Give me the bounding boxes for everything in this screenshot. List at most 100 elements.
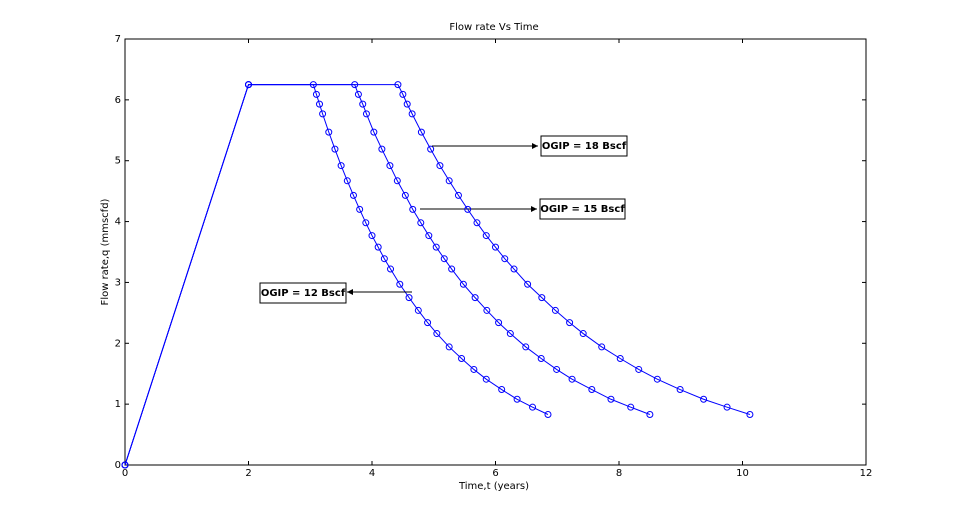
annotation: OGIP = 18 Bscf xyxy=(542,141,627,152)
point-marker xyxy=(700,395,708,403)
point-marker xyxy=(566,319,574,327)
point-marker xyxy=(498,386,506,394)
point-marker xyxy=(325,128,333,136)
point-marker xyxy=(568,375,576,383)
annotation: OGIP = 15 Bscf xyxy=(540,204,625,215)
point-marker xyxy=(579,330,587,338)
point-marker xyxy=(635,365,643,373)
annotation-box xyxy=(259,282,347,304)
point-marker xyxy=(403,100,411,108)
point-marker xyxy=(538,294,546,302)
x-tick-label: 6 xyxy=(492,468,498,479)
point-marker xyxy=(356,205,364,213)
annotation-box xyxy=(539,198,626,220)
point-marker xyxy=(598,343,606,351)
y-tick-label: 6 xyxy=(115,95,121,106)
point-marker xyxy=(409,205,417,213)
y-tick-label: 5 xyxy=(115,156,121,167)
point-marker xyxy=(343,177,351,185)
point-marker xyxy=(506,330,514,338)
point-marker xyxy=(553,365,561,373)
point-marker xyxy=(394,81,402,89)
point-marker xyxy=(331,145,339,153)
point-marker xyxy=(337,162,345,170)
point-marker xyxy=(374,243,382,251)
point-marker xyxy=(482,232,490,240)
point-marker xyxy=(510,265,518,273)
point-marker xyxy=(378,145,386,153)
point-marker xyxy=(401,191,409,199)
point-marker xyxy=(616,355,624,362)
point-marker xyxy=(458,355,466,362)
y-tick-label: 4 xyxy=(115,217,121,228)
y-tick-label: 0 xyxy=(115,460,121,471)
point-marker xyxy=(433,330,441,338)
x-tick-label: 2 xyxy=(245,468,251,479)
x-axis-label: Time,t (years) xyxy=(458,481,529,492)
point-marker xyxy=(454,191,462,199)
point-marker xyxy=(380,255,388,263)
x-tick-label: 10 xyxy=(736,468,749,479)
point-marker xyxy=(414,306,422,314)
point-marker xyxy=(445,177,453,185)
point-marker xyxy=(417,128,425,136)
point-marker xyxy=(368,232,376,240)
point-marker xyxy=(495,319,503,327)
point-marker xyxy=(537,355,545,362)
point-marker xyxy=(424,319,432,327)
point-marker xyxy=(370,128,378,136)
y-tick-label: 3 xyxy=(115,277,121,288)
point-marker xyxy=(354,90,362,98)
point-marker xyxy=(362,110,370,118)
point-marker xyxy=(544,410,552,418)
y-tick-label: 7 xyxy=(115,34,121,45)
point-marker xyxy=(653,375,661,383)
point-marker xyxy=(387,265,395,273)
point-marker xyxy=(432,243,440,251)
point-marker xyxy=(349,191,357,199)
point-marker xyxy=(427,145,435,153)
point-marker xyxy=(417,219,425,227)
point-marker xyxy=(524,280,532,288)
chart-title: Flow rate Vs Time xyxy=(449,22,538,33)
x-tick-label: 0 xyxy=(122,468,128,479)
series-line xyxy=(124,84,549,466)
point-marker xyxy=(607,395,615,403)
point-marker xyxy=(245,81,252,89)
y-axis-label: Flow rate,q (mmscfd) xyxy=(100,198,111,305)
point-marker xyxy=(448,265,456,273)
point-marker xyxy=(399,90,407,98)
point-marker xyxy=(513,395,521,403)
point-marker xyxy=(522,343,530,351)
point-marker xyxy=(676,386,684,394)
point-marker xyxy=(483,306,491,314)
point-marker xyxy=(362,219,370,227)
point-marker xyxy=(436,162,444,170)
point-marker xyxy=(386,162,394,170)
annotation: OGIP = 12 Bscf xyxy=(261,288,346,299)
point-marker xyxy=(440,255,448,263)
x-tick-label: 4 xyxy=(369,468,375,479)
annotation-box xyxy=(540,135,628,157)
point-marker xyxy=(482,375,490,383)
point-marker xyxy=(121,461,129,469)
point-marker xyxy=(588,386,596,394)
point-marker xyxy=(646,410,654,418)
point-marker xyxy=(492,243,499,251)
point-marker xyxy=(405,294,413,302)
point-marker xyxy=(319,110,327,118)
point-marker xyxy=(723,403,731,411)
point-marker xyxy=(459,280,467,288)
point-marker xyxy=(359,100,367,108)
point-marker xyxy=(746,410,754,418)
point-marker xyxy=(445,343,453,351)
point-marker xyxy=(312,90,320,98)
point-marker xyxy=(396,280,404,288)
point-marker xyxy=(473,219,481,227)
point-marker xyxy=(464,205,472,213)
point-marker xyxy=(471,294,479,302)
point-marker xyxy=(408,110,416,118)
y-tick-label: 1 xyxy=(115,399,121,410)
